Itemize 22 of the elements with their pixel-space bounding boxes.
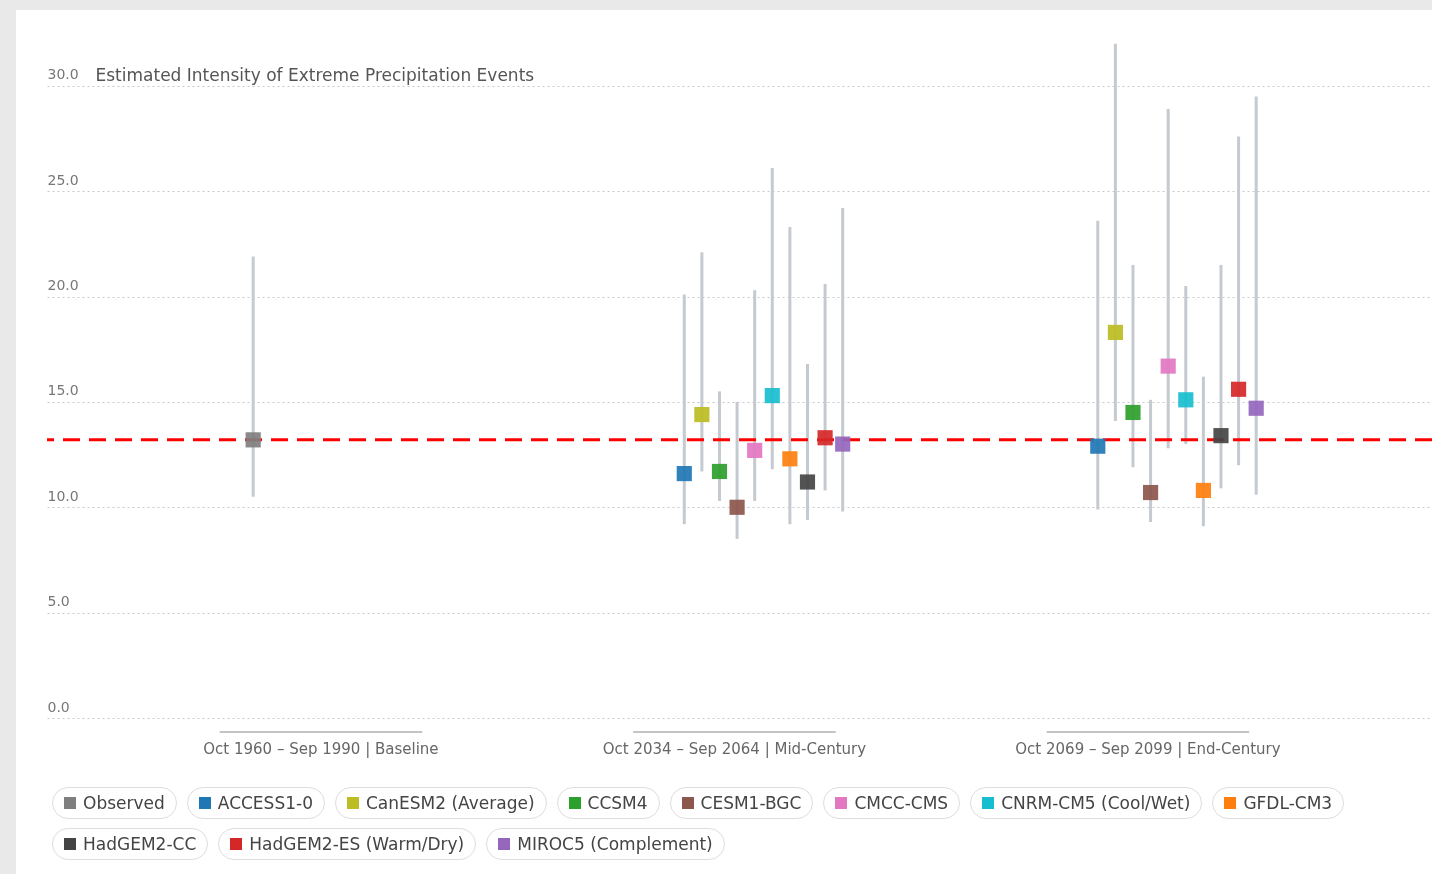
x-tick-label: Oct 2069 – Sep 2099 | End-Century [1015, 739, 1281, 758]
legend-label: CMCC-CMS [854, 793, 949, 813]
legend-label: Observed [83, 793, 165, 813]
legend-label: CanESM2 (Average) [365, 793, 535, 813]
legend-label: CCSM4 [587, 793, 648, 813]
y-tick-label: 5.0 [47, 593, 70, 610]
y-tick-label: 10.0 [47, 487, 79, 504]
y-axis-title: Estimated Intensity of Extreme Precipitation Events [95, 65, 535, 86]
legend-label: MIROC5 (Complement) [517, 834, 713, 854]
y-tick-label: 30.0 [47, 66, 79, 83]
x-tick-label: Oct 2034 – Sep 2064 | Mid-Century [602, 739, 867, 758]
legend-label: GFDL-CM3 [1243, 793, 1333, 813]
y-tick-label: 25.0 [47, 171, 79, 188]
legend-label: HadGEM2-ES (Warm/Dry) [249, 834, 465, 854]
legend-label: ACCESS1-0 [217, 793, 313, 813]
legend-label: HadGEM2-CC [83, 834, 197, 854]
legend-label: CESM1-BGC [700, 793, 802, 813]
x-tick-label: Oct 1960 – Sep 1990 | Baseline [203, 739, 439, 758]
legend-label: CNRM-CM5 (Cool/Wet) [1001, 793, 1191, 813]
y-tick-label: 15.0 [47, 382, 79, 399]
y-tick-label: 0.0 [47, 698, 70, 715]
y-tick-label: 20.0 [47, 277, 79, 294]
